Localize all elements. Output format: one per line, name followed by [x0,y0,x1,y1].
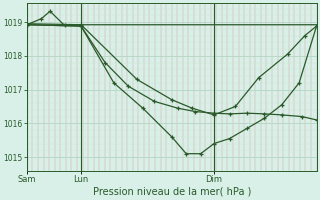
X-axis label: Pression niveau de la mer( hPa ): Pression niveau de la mer( hPa ) [92,187,251,197]
